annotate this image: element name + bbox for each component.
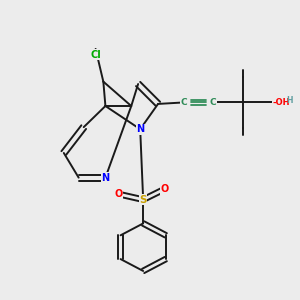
Text: H: H <box>286 96 292 105</box>
Text: C: C <box>180 98 187 107</box>
Text: Cl: Cl <box>90 50 101 60</box>
Text: -OH: -OH <box>273 98 290 107</box>
Text: N: N <box>136 124 144 134</box>
Text: O: O <box>114 189 122 199</box>
Text: C: C <box>210 98 217 107</box>
Text: O: O <box>160 184 168 194</box>
Text: S: S <box>140 195 147 205</box>
Text: N: N <box>101 172 110 183</box>
